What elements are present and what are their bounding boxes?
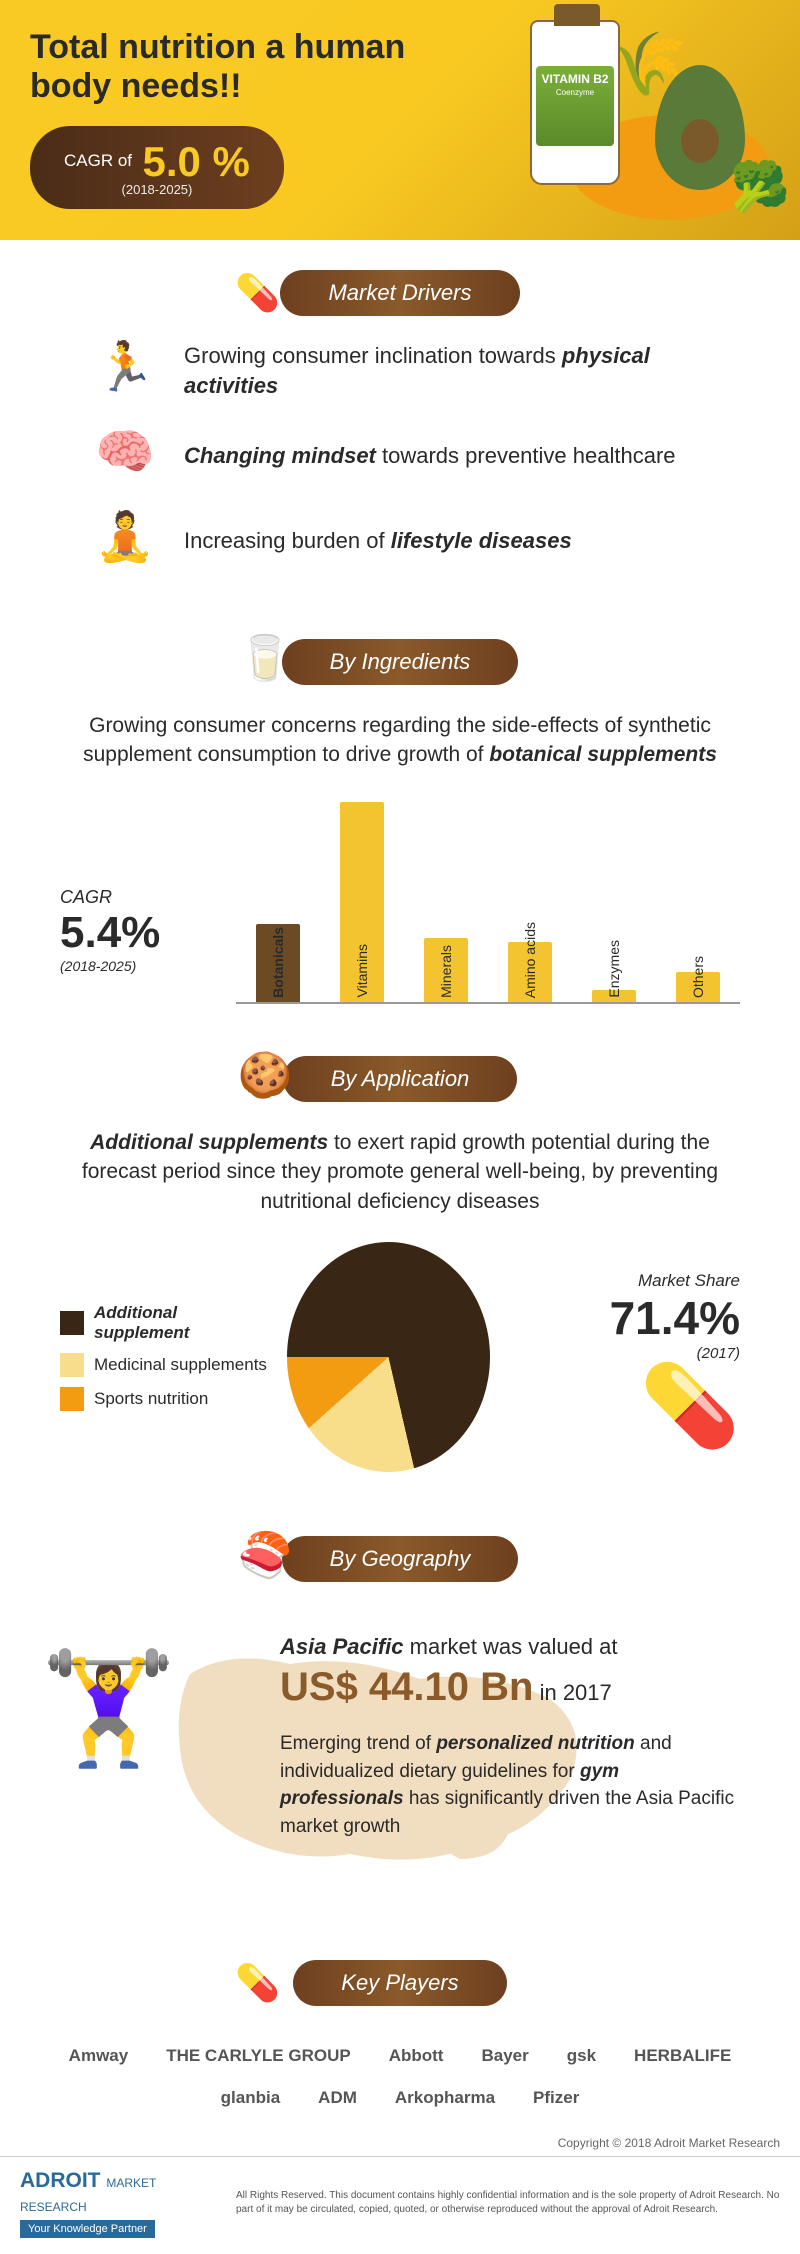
section-title: By Geography (282, 1536, 519, 1582)
header-illustration: VITAMIN B2Coenzyme (480, 10, 780, 220)
vitamin-icon: 💊 (235, 272, 280, 314)
pill-icon: 💊 (235, 1962, 280, 2004)
application-description: Additional supplements to exert rapid gr… (30, 1124, 770, 1234)
section-title: By Application (283, 1056, 518, 1102)
legend-item: Medicinal supplements (60, 1353, 267, 1377)
sushi-icon: 🍣 (230, 1529, 300, 1589)
pie-chart (287, 1242, 490, 1472)
footer: ADROIT MARKET RESEARCH Your Knowledge Pa… (0, 2156, 800, 2254)
geo-value: US$ 44.10 Bn in 2017 (280, 1665, 740, 1710)
ingredients-section: 🥛 By Ingredients Growing consumer concer… (0, 609, 800, 1026)
ingredients-description: Growing consumer concerns regarding the … (30, 707, 770, 784)
pie-legend: Additional supplement Medicinal supplemen… (60, 1293, 267, 1421)
market-share-stat: Market Share 71.4% (2017) 💊 (510, 1271, 740, 1442)
broccoli-icon (730, 158, 790, 215)
cagr-badge: CAGR of 5.0 % (2018-2025) (30, 126, 284, 209)
copyright: Copyright © 2018 Adroit Market Research (0, 2136, 800, 2156)
legend-item: Additional supplement (60, 1303, 267, 1343)
application-section: 🍪 By Application Additional supplements … (0, 1026, 800, 1506)
key-players-section: 💊 Key Players Amway THE CARLYLE GROUP Abbo… (0, 1930, 800, 2136)
player-logo: THE CARLYLE GROUP (162, 2044, 355, 2068)
player-logo: Pfizer (529, 2086, 583, 2110)
driver-text: Changing mindset towards preventive heal… (184, 441, 676, 471)
player-logo: ADM (314, 2086, 361, 2110)
legend-item: Sports nutrition (60, 1387, 267, 1411)
player-logo: glanbia (217, 2086, 285, 2110)
ingredients-bar-chart: CAGR 5.4% (2018-2025) BotanicalsVitamins… (30, 784, 770, 1010)
driver-icon: 🧘 (90, 508, 160, 573)
header: Total nutrition a human body needs!! CAG… (0, 0, 800, 240)
driver-item: 🏃 Growing consumer inclination towards ph… (90, 338, 710, 403)
driver-item: 🧠 Changing mindset towards preventive hea… (90, 423, 710, 488)
section-title: Market Drivers (280, 270, 519, 316)
player-logo: HERBALIFE (630, 2044, 735, 2068)
geography-section: 🍣 By Geography 🏋️‍♀️ Asia Pacific market… (0, 1506, 800, 1930)
section-title: By Ingredients (282, 639, 519, 685)
driver-item: 🧘 Increasing burden of lifestyle diseases (90, 508, 710, 573)
player-logo: Amway (65, 2044, 133, 2068)
bar: Others (668, 972, 728, 1002)
geo-headline: Asia Pacific market was valued at (280, 1634, 740, 1660)
footer-logo: ADROIT MARKET RESEARCH Your Knowledge Pa… (20, 2169, 220, 2238)
driver-text: Growing consumer inclination towards phy… (184, 341, 710, 400)
bar: Amino acids (500, 942, 560, 1002)
bar: Minerals (416, 938, 476, 1002)
vitamin-bottle-icon: VITAMIN B2Coenzyme (530, 20, 620, 185)
geo-description: Emerging trend of personalized nutrition… (280, 1730, 740, 1840)
driver-text: Increasing burden of lifestyle diseases (184, 526, 572, 556)
market-drivers-section: 💊 Market Drivers 🏃 Growing consumer incli… (0, 240, 800, 609)
milk-icon: 🥛 (230, 632, 300, 692)
bar: Botanicals (248, 924, 308, 1002)
player-logo: Arkopharma (391, 2086, 499, 2110)
bar: Enzymes (584, 990, 644, 1002)
bar: Vitamins (332, 802, 392, 1002)
player-logo: Bayer (477, 2044, 532, 2068)
driver-icon: 🧠 (90, 423, 160, 488)
cookie-icon: 🍪 (230, 1049, 300, 1109)
footer-disclaimer: All Rights Reserved. This document conta… (236, 2189, 780, 2217)
capsules-icon: 💊 (510, 1370, 740, 1442)
player-logo: Abbott (385, 2044, 448, 2068)
player-logo: gsk (563, 2044, 600, 2068)
driver-icon: 🏃 (90, 338, 160, 403)
page-title: Total nutrition a human body needs!! (30, 28, 490, 106)
section-title: Key Players (293, 1960, 506, 2006)
